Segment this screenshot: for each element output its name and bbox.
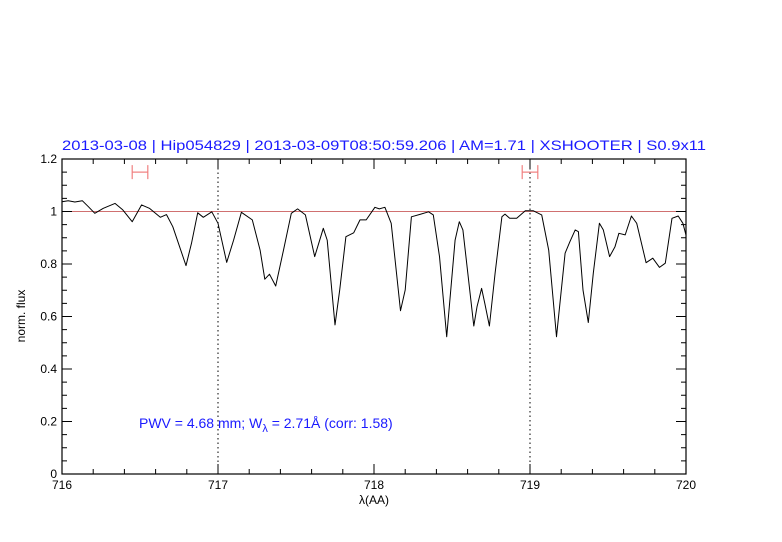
y-tick-label: 1.2	[40, 152, 57, 166]
y-tick-label: 0.6	[40, 310, 57, 324]
x-tick-label: 719	[520, 478, 540, 492]
chart-title: 2013-03-08 | Hip054829 | 2013-03-09T08:5…	[62, 137, 706, 153]
x-tick-label: 716	[52, 478, 72, 492]
plot-area: 716 717 718 719 720 0 0.2 0.4 0.6 0.8 1 1.2	[40, 152, 696, 492]
annotation-subscript: λ	[262, 423, 268, 435]
y-axis-label: norm. flux	[14, 290, 28, 343]
x-tick-label: 717	[208, 478, 228, 492]
annotation-suffix: = 2.71Å (corr: 1.58)	[268, 415, 393, 431]
pwv-annotation: PWV = 4.68 mm; Wλ = 2.71Å (corr: 1.58)	[139, 415, 393, 435]
y-tick-label: 0.2	[40, 415, 57, 429]
x-tick-label: 718	[364, 478, 384, 492]
annotation-prefix: PWV = 4.68 mm; W	[139, 415, 263, 431]
y-tick-label: 0.4	[40, 362, 57, 376]
x-axis-label: λ(AA)	[359, 493, 389, 507]
y-tick-label: 1	[50, 205, 57, 219]
x-tick-label: 720	[676, 478, 696, 492]
y-tick-label: 0.8	[40, 257, 57, 271]
spectrum-line	[61, 200, 687, 338]
y-tick-label: 0	[50, 467, 57, 481]
